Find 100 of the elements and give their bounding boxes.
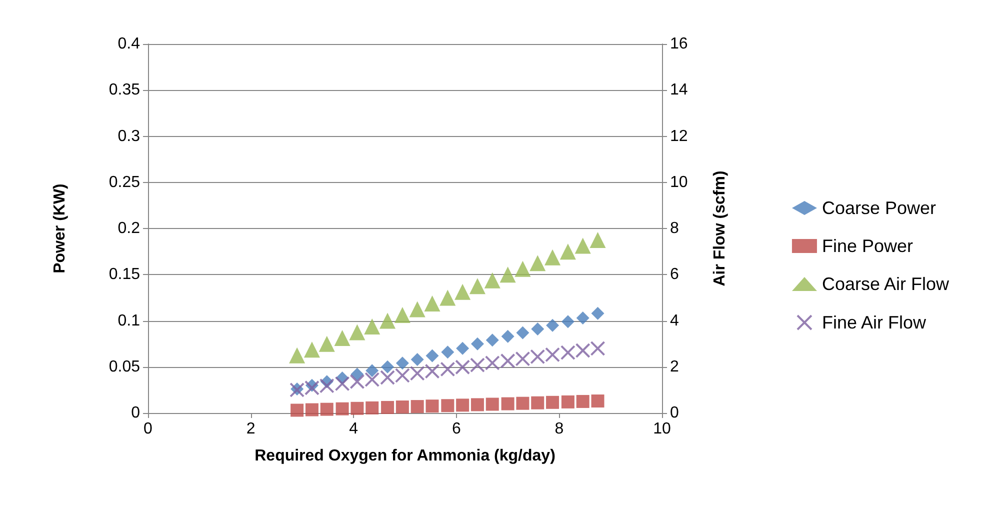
point	[290, 404, 304, 417]
point	[590, 232, 606, 248]
point	[366, 401, 379, 414]
point	[410, 400, 424, 414]
point	[484, 355, 500, 370]
point	[380, 312, 396, 329]
point	[410, 366, 425, 381]
point	[320, 402, 334, 416]
point	[349, 324, 366, 340]
y2-tick-label: 4	[670, 312, 679, 330]
point	[531, 322, 544, 336]
point	[530, 255, 546, 272]
point	[424, 364, 440, 379]
point	[545, 347, 560, 362]
point	[364, 318, 380, 335]
point	[469, 278, 486, 294]
y2-tick-label: 12	[670, 128, 688, 145]
point	[546, 396, 560, 409]
point	[470, 358, 485, 373]
y-tick-label: 0.4	[118, 36, 140, 52]
x-tick-label: 0	[144, 420, 153, 438]
point	[470, 337, 484, 350]
legend-label: Fine Air Flow	[822, 312, 927, 332]
point	[546, 318, 560, 332]
point	[366, 364, 379, 378]
point	[441, 346, 454, 359]
y-tick-label: 0	[131, 404, 140, 422]
x-tick-label: 2	[246, 420, 256, 438]
point	[440, 362, 456, 377]
point	[470, 398, 484, 412]
x-tick-label: 4	[349, 420, 358, 438]
point	[576, 311, 590, 324]
point	[441, 399, 454, 412]
legend-label: Coarse Power	[822, 198, 936, 218]
y2-tick-label: 0	[670, 404, 679, 422]
point	[456, 398, 470, 412]
point	[381, 400, 394, 414]
y-tick-label: 0.3	[118, 128, 140, 145]
point	[336, 402, 349, 416]
point	[305, 403, 318, 416]
point	[440, 290, 456, 306]
point	[410, 352, 424, 366]
y2-tick-label: 6	[670, 266, 679, 284]
point	[516, 326, 530, 340]
y2-tick-label: 2	[670, 358, 679, 376]
y2-tick-label: 14	[670, 82, 688, 99]
point	[318, 336, 335, 352]
point	[544, 249, 561, 266]
point	[455, 360, 470, 375]
point	[560, 244, 576, 260]
legend-label: Fine Power	[822, 236, 914, 256]
point	[514, 260, 531, 277]
point	[394, 368, 410, 383]
legend-label: Coarse Air Flow	[822, 274, 950, 294]
y2-tick-label: 8	[670, 220, 679, 237]
point	[531, 396, 544, 410]
point	[500, 266, 516, 283]
point	[424, 295, 440, 312]
point	[396, 356, 409, 370]
point	[560, 345, 576, 360]
point	[561, 395, 574, 408]
y2-tick-label: 10	[670, 174, 688, 191]
point	[486, 334, 499, 347]
point	[454, 284, 471, 300]
point	[501, 397, 514, 410]
x-axis-title: Required Oxygen for Ammonia (kg/day)	[254, 448, 556, 464]
point	[394, 306, 410, 323]
point	[304, 380, 320, 396]
point	[350, 402, 364, 415]
point	[501, 330, 514, 343]
point	[561, 315, 574, 328]
point	[289, 347, 306, 364]
point	[486, 398, 499, 411]
point	[576, 394, 590, 408]
point	[575, 343, 590, 358]
point	[381, 360, 394, 374]
x-tick-label: 8	[554, 420, 564, 438]
point	[304, 342, 320, 358]
point	[515, 351, 530, 366]
point	[516, 396, 530, 410]
point	[574, 238, 591, 254]
point	[396, 400, 409, 414]
point	[364, 372, 380, 388]
point	[319, 378, 334, 394]
point	[530, 349, 546, 364]
x-tick-label: 6	[452, 420, 461, 438]
point	[591, 306, 604, 320]
point	[380, 370, 396, 385]
y-tick-label: 0.35	[108, 82, 140, 99]
point	[484, 272, 500, 288]
y2-axis-title: Air Flow (scfm)	[712, 170, 728, 286]
point	[350, 374, 365, 390]
y-tick-label: 0.2	[118, 220, 140, 237]
point	[456, 342, 470, 355]
point	[500, 353, 516, 368]
point	[334, 376, 350, 392]
point	[590, 340, 606, 356]
x-tick-label: 10	[653, 420, 671, 438]
y-tick-label: 0.1	[118, 312, 140, 330]
y-tick-label: 0.05	[108, 358, 140, 376]
